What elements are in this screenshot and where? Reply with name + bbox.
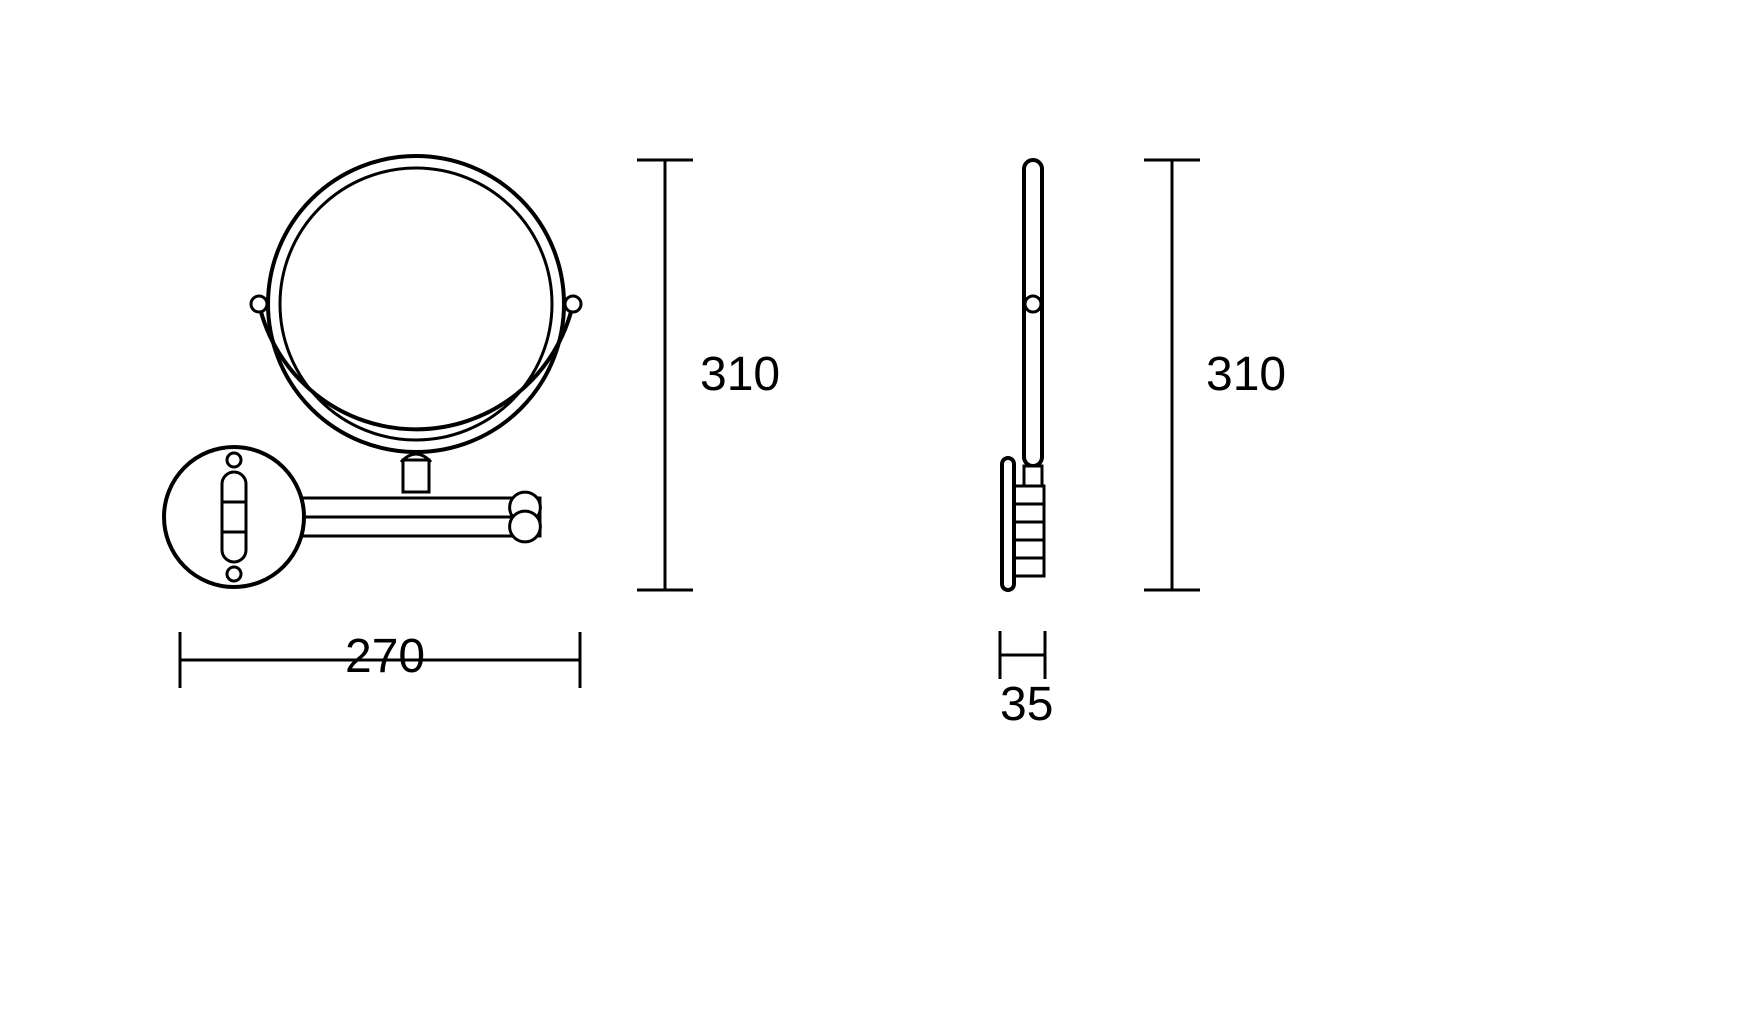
dimension-height: 310 [637,160,780,590]
pivot-left [251,296,268,312]
side-dimension-depth-label: 35 [1000,678,1053,731]
mirror-outer-circle [268,156,564,452]
side-dimension-height: 310 [1144,160,1286,590]
side-pivot [1025,296,1041,312]
wall-plate [164,447,304,587]
dimension-width-label: 270 [345,630,425,683]
dimension-width: 270 [180,630,580,688]
technical-drawing: 270 310 310 35 [0,0,1764,1036]
pivot-right [564,296,581,312]
front-view: 270 310 [164,156,780,688]
side-wall-plate [1002,458,1014,590]
dimension-height-label: 310 [700,348,780,401]
side-body [1014,486,1044,576]
side-view: 310 35 [1000,160,1286,731]
neck [401,454,431,492]
side-neck [1024,466,1042,486]
side-dimension-depth: 35 [1000,631,1053,731]
yoke-arc [259,304,573,429]
side-dimension-height-label: 310 [1206,348,1286,401]
